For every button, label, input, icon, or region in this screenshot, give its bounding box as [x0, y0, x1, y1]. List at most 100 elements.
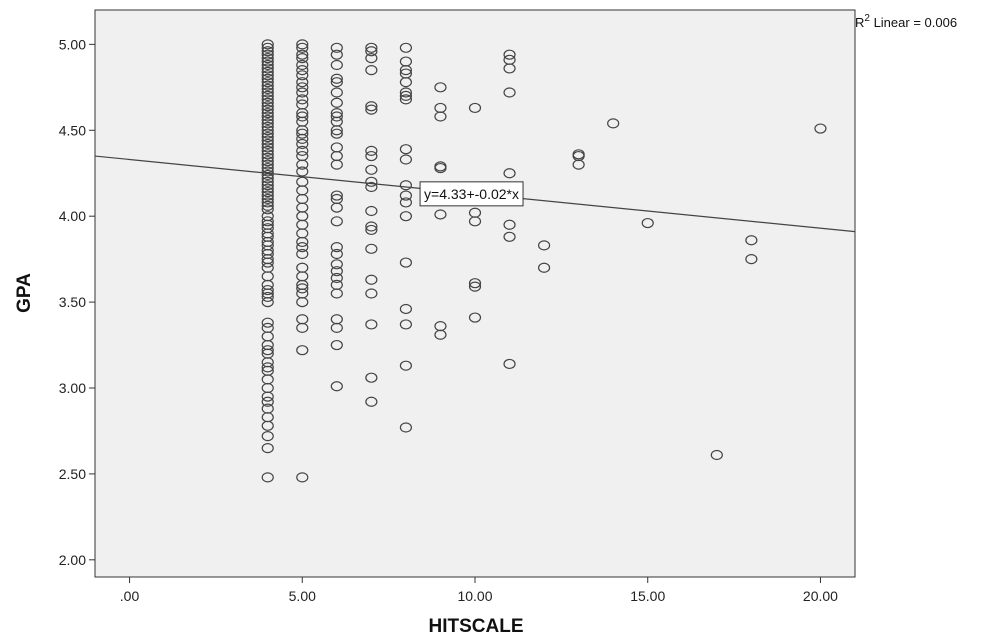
data-point [261, 173, 274, 184]
data-point [330, 59, 343, 71]
data-point [399, 87, 413, 98]
data-point [330, 248, 343, 260]
data-point [261, 180, 274, 191]
data-point [434, 209, 447, 220]
data-point [365, 224, 378, 236]
data-point [261, 77, 274, 88]
data-point [365, 221, 378, 232]
data-point [434, 162, 447, 174]
x-tick-label: 10.00 [457, 588, 492, 604]
data-point [261, 73, 274, 84]
data-point [261, 49, 274, 60]
data-point [296, 111, 309, 122]
data-point [468, 312, 482, 323]
data-point [296, 82, 309, 93]
data-point [261, 83, 274, 95]
data-point [399, 144, 413, 155]
data-point [296, 53, 309, 64]
data-point [330, 77, 343, 88]
data-point [296, 296, 309, 308]
data-point [330, 242, 343, 253]
fit-equation-box: y=4.33+-0.02*x [419, 181, 524, 207]
data-point [296, 59, 309, 71]
data-point [330, 73, 343, 84]
data-point [330, 125, 343, 136]
data-point [261, 431, 274, 442]
data-point [296, 345, 309, 356]
data-point [365, 42, 378, 53]
y-axis: 2.00 2.50 3.00 3.50 4.00 4.50 5.00 [59, 36, 95, 568]
data-point [330, 381, 343, 392]
data-point [296, 133, 309, 144]
data-point [641, 217, 654, 229]
data-point [399, 197, 413, 208]
data-point [261, 216, 274, 227]
data-point [261, 107, 274, 119]
data-point [330, 111, 343, 122]
fit-equation-frame [419, 181, 524, 207]
points-layer [261, 39, 827, 483]
data-point [296, 128, 309, 139]
data-point [261, 53, 274, 64]
data-point [468, 102, 482, 114]
data-point [330, 272, 343, 284]
data-point [537, 262, 551, 273]
data-point [814, 123, 827, 134]
data-point [399, 180, 413, 191]
y-tick-label: 2.00 [59, 552, 86, 568]
data-point [365, 53, 378, 64]
data-point [503, 63, 516, 74]
data-point [261, 90, 274, 102]
data-point [261, 132, 274, 143]
data-point [503, 219, 516, 230]
data-point [330, 339, 343, 351]
data-point [296, 166, 309, 177]
data-point [261, 128, 274, 139]
data-point [468, 278, 482, 289]
data-point [261, 59, 274, 71]
data-point [365, 205, 378, 217]
x-axis-title: HITSCALE [429, 616, 524, 637]
data-point [261, 104, 274, 115]
y-tick-label: 4.00 [59, 208, 86, 224]
data-point [261, 362, 274, 373]
y-tick-label: 3.50 [59, 294, 86, 310]
plot-area [94, 9, 856, 578]
x-tick-label: 15.00 [630, 588, 665, 604]
x-tick-label: 5.00 [289, 588, 316, 604]
data-point [261, 125, 274, 136]
data-point [468, 216, 482, 227]
data-point [261, 138, 274, 150]
data-point [365, 274, 378, 285]
data-point [399, 319, 413, 330]
data-point [365, 176, 378, 187]
data-point [330, 266, 343, 277]
data-point [537, 240, 551, 251]
data-point [261, 187, 274, 198]
data-point [261, 118, 274, 129]
data-point [261, 391, 274, 402]
data-point [399, 303, 413, 315]
data-point [365, 164, 378, 175]
data-point [365, 372, 378, 383]
data-point [296, 42, 309, 53]
data-point [330, 216, 343, 227]
data-point [468, 281, 482, 292]
data-point [261, 190, 274, 201]
data-point [261, 80, 274, 91]
data-point [261, 149, 274, 160]
data-point [261, 169, 274, 181]
data-point [399, 360, 413, 371]
data-point [261, 145, 274, 156]
data-point [261, 193, 274, 205]
data-point [745, 254, 758, 265]
data-point [261, 296, 274, 308]
data-point [296, 145, 309, 156]
data-point [261, 70, 274, 81]
data-point [365, 145, 378, 156]
data-point [261, 142, 274, 153]
data-point [503, 87, 516, 98]
data-point [261, 159, 274, 170]
data-point [296, 322, 309, 333]
